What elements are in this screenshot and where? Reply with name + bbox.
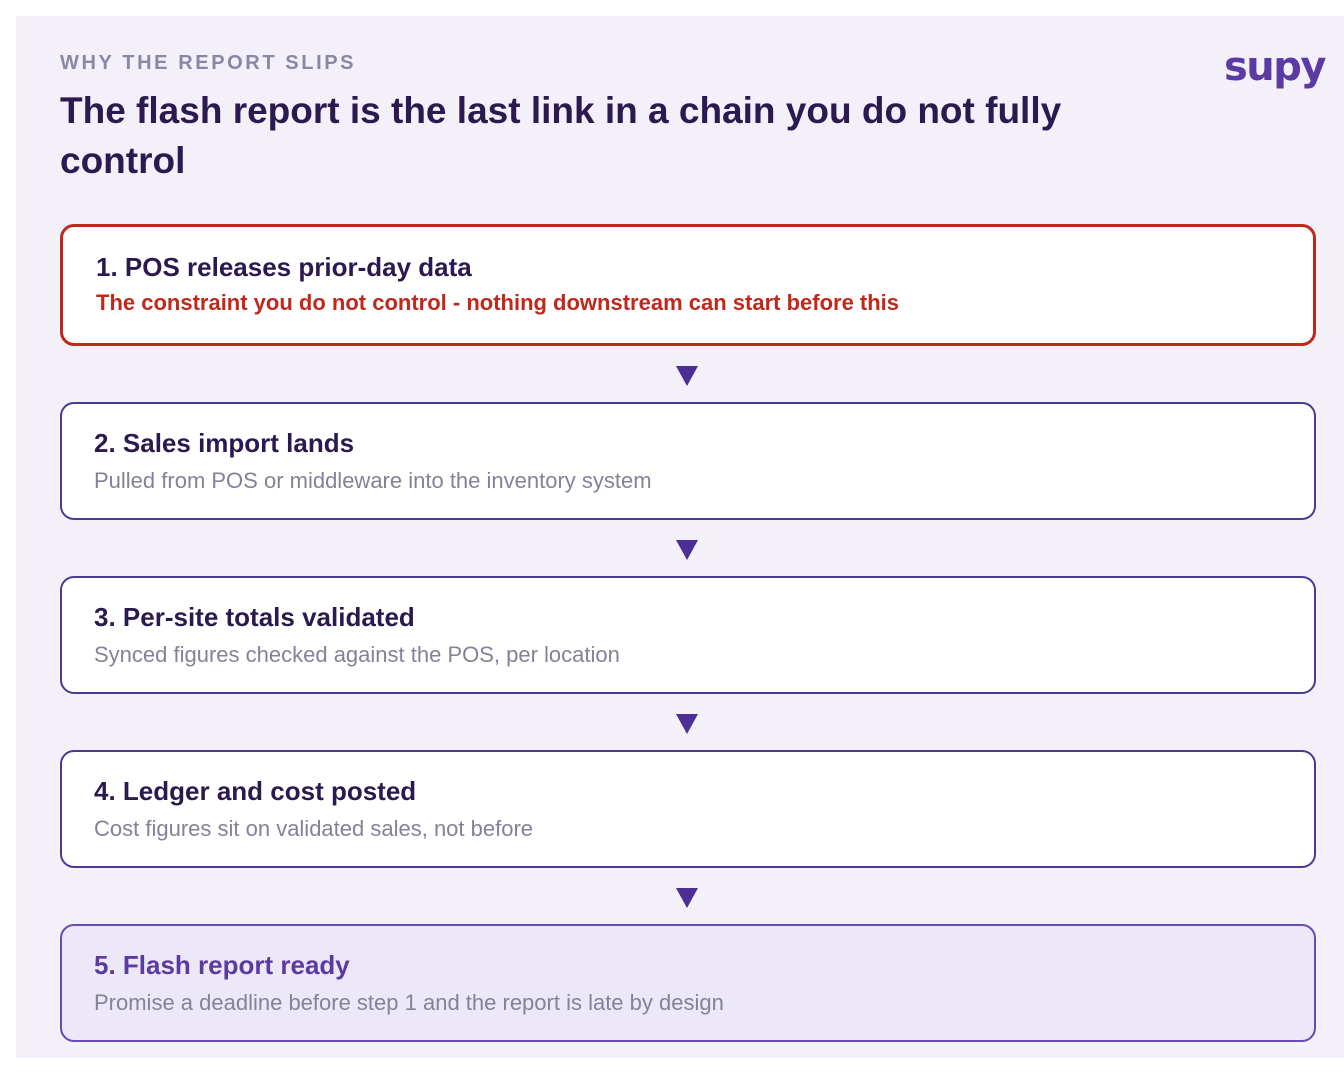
slide-canvas: WHY THE REPORT SLIPS The flash report is… [16,16,1344,1058]
step-description: Synced figures checked against the POS, … [94,642,620,667]
step-3-totals-validated: 3. Per-site totals validated Synced figu… [60,576,1316,694]
step-title: 4. Ledger and cost posted [94,776,417,806]
step-4-ledger-posted: 4. Ledger and cost posted Cost figures s… [60,750,1316,868]
down-arrow-icon [676,714,698,734]
eyebrow-label: WHY THE REPORT SLIPS [60,52,357,74]
down-arrow-icon [676,540,698,560]
step-description: Promise a deadline before step 1 and the… [94,990,724,1015]
step-title: 2. Sales import lands [94,428,355,458]
page-title: The flash report is the last link in a c… [60,90,1062,181]
step-title: 1. POS releases prior-day data [96,252,472,282]
step-description: The constraint you do not control - noth… [96,290,900,315]
down-arrow-icon [676,888,698,908]
step-1-pos-release: 1. POS releases prior-day data The const… [60,224,1316,346]
step-title: 5. Flash report ready [94,950,350,980]
down-arrow-icon [676,366,698,386]
step-title: 3. Per-site totals validated [94,602,415,632]
step-description: Pulled from POS or middleware into the i… [94,468,652,493]
step-5-flash-report: 5. Flash report ready Promise a deadline… [60,924,1316,1042]
step-description: Cost figures sit on validated sales, not… [94,816,534,841]
step-2-sales-import: 2. Sales import lands Pulled from POS or… [60,402,1316,520]
brand-logo: supy [1224,44,1327,90]
